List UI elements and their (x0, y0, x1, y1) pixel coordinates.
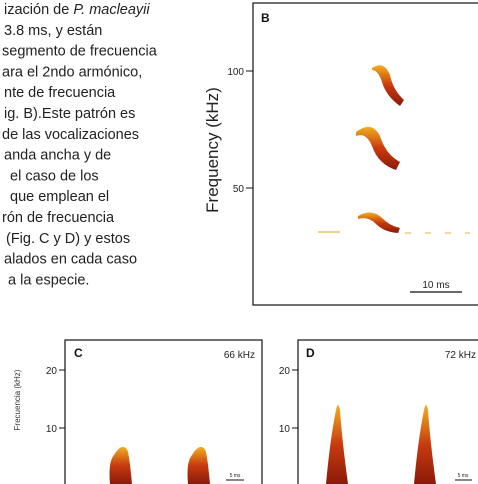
scale-label: 5 ms (230, 473, 241, 479)
text-line: ara el 2ndo armónico, (2, 64, 142, 80)
panel-label: B (261, 11, 270, 25)
species-name: P. macleayii (73, 2, 150, 18)
axis-label: Frequency (kHz) (203, 87, 222, 213)
scale-label: 5 ms (458, 473, 469, 479)
scale-label: 10 ms (422, 280, 449, 291)
tick-label: 10 (46, 424, 58, 435)
corner-label: 66 kHz (224, 350, 255, 361)
text-line: ización de P. macleayii (4, 2, 150, 18)
text-line: segmento de frecuencia (2, 44, 158, 60)
spectrogram-shape (326, 405, 348, 484)
text-line: rón de frecuencia (2, 210, 115, 226)
text-line: de las vocalizaciones (2, 127, 139, 143)
text-line: nte de frecuencia (4, 85, 116, 101)
text-line: 3.8 ms, y están (4, 23, 102, 39)
text-line: anda ancha y de (4, 148, 111, 164)
tick-label: 20 (46, 366, 58, 377)
panel-d-frame (297, 339, 478, 484)
tick-label: 100 (227, 67, 244, 78)
text-line: el caso de los (10, 168, 99, 184)
panel-c-frame (64, 339, 263, 484)
panel-label: C (74, 346, 83, 360)
text-line: que emplean el (10, 189, 109, 205)
text-line: a la especie. (8, 272, 89, 288)
text-line: ig. B).Este patrón es (4, 106, 135, 122)
panel-b-frame (252, 2, 478, 306)
text-span: ización de (4, 2, 73, 18)
tick-label: 20 (279, 366, 291, 377)
spectrogram-shape (358, 212, 400, 233)
spectrogram-shape (356, 126, 400, 170)
axis-label: Frecuencia (kHz) (13, 369, 22, 430)
panel-label: D (306, 346, 315, 360)
spectrogram-shape (109, 446, 132, 484)
text-line: (Fig. C y D) y estos (6, 231, 130, 247)
text-line: alados en cada caso (4, 252, 137, 268)
spectrogram-shape (372, 65, 404, 106)
spectrogram-shape (187, 446, 210, 484)
spectrogram-shape (414, 405, 436, 484)
body-text: ización de P. macleayii 3.8 ms, y están s… (2, 2, 158, 288)
corner-label: 72 kHz (445, 350, 476, 361)
tick-label: 10 (279, 424, 291, 435)
tick-label: 50 (233, 184, 245, 195)
